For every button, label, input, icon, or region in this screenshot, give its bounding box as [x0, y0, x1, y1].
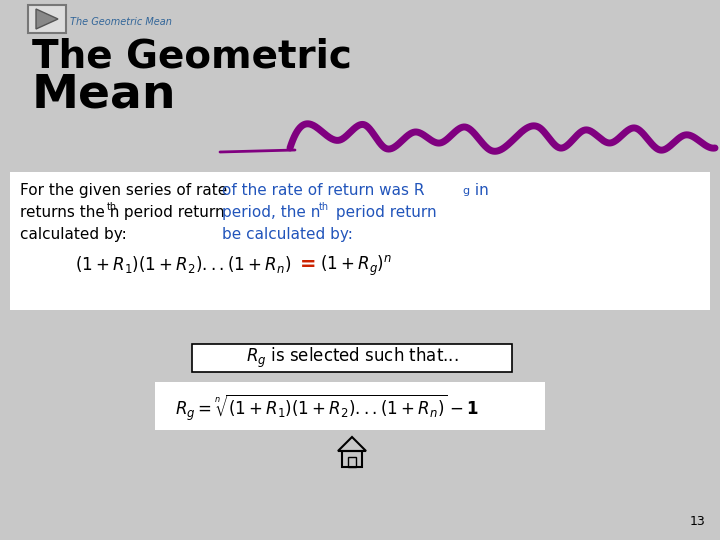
- Text: For the given series of rate: For the given series of rate: [20, 183, 228, 198]
- Text: in: in: [470, 183, 489, 198]
- Text: $R_g$ is selected such that...: $R_g$ is selected such that...: [246, 346, 459, 370]
- Text: calculated by:: calculated by:: [20, 227, 127, 242]
- FancyBboxPatch shape: [28, 5, 66, 33]
- Text: $\mathbf{=}$: $\mathbf{=}$: [296, 253, 316, 272]
- Text: $R_g = \sqrt[n]{(1+R_1)(1+R_2)...(1+R_n)} - \mathbf{1}$: $R_g = \sqrt[n]{(1+R_1)(1+R_2)...(1+R_n)…: [175, 393, 479, 423]
- Text: $(1+R_g)^n$: $(1+R_g)^n$: [320, 254, 392, 278]
- Text: period return: period return: [331, 205, 436, 220]
- Bar: [348, 457, 356, 467]
- Text: th: th: [107, 202, 117, 212]
- Bar: [155, 382, 545, 430]
- Text: returns the n: returns the n: [20, 205, 120, 220]
- Bar: [192, 344, 512, 372]
- Text: $(1+R_1)(1+R_2)...(1+R_n)$: $(1+R_1)(1+R_2)...(1+R_n)$: [75, 254, 292, 275]
- Bar: [342, 451, 362, 467]
- Text: The Geometric: The Geometric: [32, 38, 352, 76]
- Bar: [10, 172, 710, 310]
- Text: th: th: [319, 202, 329, 212]
- Text: The Geometric Mean: The Geometric Mean: [70, 17, 172, 27]
- Polygon shape: [36, 9, 58, 29]
- Text: of the rate of return was R: of the rate of return was R: [222, 183, 425, 198]
- Text: 13: 13: [689, 515, 705, 528]
- Text: period, the n: period, the n: [222, 205, 320, 220]
- Text: be calculated by:: be calculated by:: [222, 227, 353, 242]
- Text: Mean: Mean: [32, 72, 176, 117]
- Text: g: g: [462, 186, 469, 196]
- Text: period return: period return: [119, 205, 225, 220]
